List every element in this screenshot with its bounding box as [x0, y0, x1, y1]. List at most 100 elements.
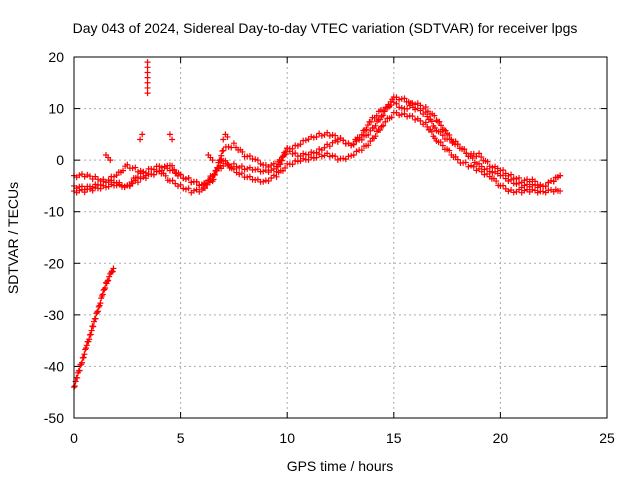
- data-point: [182, 186, 189, 193]
- data-point: [174, 183, 181, 190]
- data-point: [81, 189, 88, 196]
- data-point: [150, 166, 157, 173]
- data-point: [540, 188, 547, 195]
- data-point: [185, 175, 192, 182]
- data-point: [437, 139, 444, 146]
- data-point: [313, 134, 320, 141]
- data-point: [109, 268, 116, 275]
- x-tick-label: 5: [177, 430, 185, 446]
- y-axis-label: SDTVAR / TECUs: [5, 182, 21, 294]
- data-point: [220, 147, 227, 154]
- data-point: [476, 160, 483, 167]
- data-point: [529, 186, 536, 193]
- data-point: [144, 84, 151, 91]
- data-point: [100, 176, 107, 183]
- data-point: [139, 131, 146, 138]
- data-point: [180, 185, 187, 192]
- data-point: [340, 137, 347, 144]
- data-point: [364, 122, 371, 129]
- data-point: [372, 133, 379, 140]
- data-point: [174, 172, 181, 179]
- data-point: [461, 146, 468, 153]
- data-point: [124, 161, 131, 168]
- data-point: [282, 164, 289, 171]
- y-tick-label: -50: [44, 410, 64, 426]
- data-point: [137, 136, 144, 143]
- data-point: [469, 154, 476, 161]
- data-point: [239, 148, 246, 155]
- data-point: [348, 152, 355, 159]
- data-point: [102, 184, 109, 191]
- data-point: [268, 175, 275, 182]
- data-point: [134, 174, 141, 181]
- data-point: [82, 345, 89, 352]
- data-point: [150, 171, 157, 178]
- data-point: [470, 163, 477, 170]
- data-point: [71, 383, 78, 390]
- data-point: [90, 323, 97, 330]
- data-point: [224, 133, 231, 140]
- axis-ticks: [73, 56, 608, 419]
- data-point: [289, 150, 296, 157]
- x-tick-label: 0: [70, 430, 78, 446]
- data-point: [489, 169, 496, 176]
- data-point: [185, 185, 192, 192]
- data-point: [265, 178, 272, 185]
- data-point: [500, 167, 507, 174]
- data-point: [412, 101, 419, 108]
- data-point: [74, 374, 81, 381]
- data-point: [92, 315, 99, 322]
- data-point: [340, 155, 347, 162]
- data-point: [120, 167, 127, 174]
- data-point: [422, 104, 429, 111]
- data-point: [252, 156, 259, 163]
- data-point: [476, 150, 483, 157]
- data-point: [529, 181, 536, 188]
- data-point: [318, 153, 325, 160]
- data-point: [82, 346, 89, 353]
- data-point: [99, 291, 106, 298]
- data-point: [505, 172, 512, 179]
- data-point: [224, 160, 231, 167]
- data-point: [521, 187, 528, 194]
- data-point: [365, 131, 372, 138]
- data-point: [334, 156, 341, 163]
- data-point: [407, 100, 414, 107]
- data-point: [169, 177, 176, 184]
- data-point: [510, 180, 517, 187]
- data-point: [324, 129, 331, 136]
- data-point: [94, 309, 101, 316]
- data-point: [478, 153, 485, 160]
- data-point: [230, 140, 237, 147]
- y-tick-label: 10: [48, 101, 64, 117]
- data-point: [89, 187, 96, 194]
- data-point: [76, 367, 83, 374]
- data-point: [144, 79, 151, 86]
- data-point: [302, 137, 309, 144]
- data-point: [478, 168, 485, 175]
- data-point: [220, 136, 227, 143]
- data-point: [388, 114, 395, 121]
- data-point: [353, 138, 360, 145]
- data-point: [342, 156, 349, 163]
- data-point: [282, 148, 289, 155]
- data-point: [132, 164, 139, 171]
- data-point: [393, 100, 400, 107]
- data-point: [396, 96, 403, 103]
- data-point: [225, 143, 232, 150]
- data-point: [542, 183, 549, 190]
- data-point: [211, 171, 218, 178]
- data-point: [222, 157, 229, 164]
- data-point: [236, 171, 243, 178]
- y-tick-label: -10: [44, 204, 64, 220]
- x-tick-label: 25: [599, 430, 615, 446]
- chart-title: Day 043 of 2024, Sidereal Day-to-day VTE…: [73, 20, 578, 36]
- data-point: [244, 174, 251, 181]
- data-point: [382, 118, 389, 125]
- y-tick-label: -40: [44, 358, 64, 374]
- data-point: [484, 170, 491, 177]
- data-point: [128, 179, 135, 186]
- data-point: [273, 163, 280, 170]
